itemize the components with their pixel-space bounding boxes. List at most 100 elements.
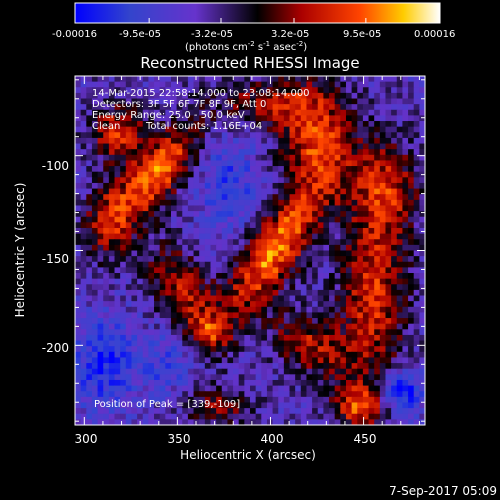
heatmap-cell — [345, 98, 353, 105]
heatmap-cell — [221, 295, 229, 302]
heatmap-cell — [283, 160, 291, 167]
heatmap-cell — [362, 284, 370, 291]
heatmap-cell — [137, 295, 144, 302]
heatmap-cell — [362, 160, 370, 167]
heatmap-cell — [396, 92, 404, 100]
heatmap-cell — [255, 408, 262, 415]
heatmap-cell — [159, 211, 166, 218]
heatmap-cell — [238, 284, 245, 291]
heatmap-cell — [103, 363, 110, 370]
heatmap-cell — [86, 205, 93, 212]
heatmap-cell — [97, 396, 104, 404]
heatmap-cell — [86, 104, 93, 111]
heatmap-cell — [255, 374, 262, 381]
heatmap-cell — [345, 368, 353, 375]
heatmap-cell — [289, 233, 296, 240]
heatmap-cell — [278, 211, 285, 218]
heatmap-cell — [193, 261, 200, 268]
heatmap-cell — [334, 227, 341, 235]
heatmap-cell — [391, 126, 398, 133]
heatmap-cell — [312, 244, 319, 252]
heatmap-cell — [334, 194, 341, 201]
heatmap-cell — [368, 278, 375, 285]
heatmap-cell — [312, 137, 319, 145]
heatmap-cell — [131, 413, 138, 420]
heatmap-cell — [312, 357, 319, 364]
heatmap-cell — [108, 284, 116, 291]
heatmap-cell — [86, 396, 93, 404]
heatmap-cell — [408, 306, 415, 314]
heatmap-cell — [408, 115, 415, 122]
heatmap-cell — [306, 250, 313, 257]
heatmap-cell — [289, 278, 296, 285]
heatmap-cell — [323, 363, 330, 370]
heatmap-cell — [272, 312, 279, 319]
heatmap-cell — [357, 211, 364, 218]
heatmap-cell — [266, 368, 274, 375]
heatmap-cell — [312, 143, 319, 150]
heatmap-cell — [329, 81, 336, 88]
heatmap-cell — [244, 396, 251, 404]
heatmap-cell — [300, 211, 308, 218]
heatmap-cell — [216, 239, 223, 246]
heatmap-cell — [368, 368, 375, 375]
heatmap-cell — [238, 188, 245, 195]
heatmap-cell — [80, 256, 87, 263]
heatmap-cell — [165, 351, 172, 359]
heatmap-cell — [91, 368, 99, 375]
heatmap-cell — [323, 357, 330, 364]
heatmap-cell — [170, 295, 178, 302]
heatmap-cell — [334, 250, 341, 257]
heatmap-cell — [204, 216, 212, 223]
heatmap-cell — [334, 87, 341, 94]
heatmap-cell — [391, 222, 398, 229]
heatmap-cell — [334, 340, 341, 347]
heatmap-cell — [374, 233, 381, 240]
heatmap-cell — [272, 385, 279, 392]
heatmap-cell — [323, 261, 330, 268]
heatmap-cell — [272, 121, 279, 128]
colorbar-tick-label: -3.2e-05 — [191, 29, 233, 40]
heatmap-cell — [306, 244, 313, 252]
heatmap-cell — [137, 334, 144, 342]
heatmap-cell — [233, 323, 240, 330]
heatmap-cell — [204, 318, 212, 325]
heatmap-cell — [120, 329, 127, 336]
heatmap-cell — [216, 267, 223, 274]
heatmap-cell — [357, 301, 364, 308]
heatmap-cell — [250, 278, 257, 285]
heatmap-cell — [114, 199, 121, 207]
heatmap-cell — [317, 211, 324, 218]
heatmap-cell — [159, 289, 166, 297]
heatmap-cell — [91, 323, 99, 330]
heatmap-cell — [170, 408, 178, 415]
heatmap-cell — [345, 284, 353, 291]
colorbar-tick-label: -0.00016 — [52, 29, 97, 40]
heatmap-cell — [75, 211, 82, 218]
heatmap-cell — [317, 222, 324, 229]
heatmap-cell — [266, 244, 274, 252]
heatmap-cell — [97, 109, 104, 116]
heatmap-cell — [368, 188, 375, 195]
heatmap-cell — [255, 323, 262, 330]
heatmap-cell — [266, 289, 274, 297]
heatmap-cell — [199, 419, 206, 425]
heatmap-cell — [419, 295, 425, 302]
heatmap-cell — [204, 233, 212, 240]
heatmap-cell — [75, 87, 82, 94]
heatmap-cell — [148, 408, 155, 415]
heatmap-cell — [362, 318, 370, 325]
heatmap-cell — [204, 368, 212, 375]
heatmap-cell — [137, 98, 144, 105]
heatmap-cell — [266, 194, 274, 201]
heatmap-cell — [103, 205, 110, 212]
heatmap-cell — [419, 402, 425, 409]
heatmap-cell — [159, 244, 166, 252]
heatmap-cell — [317, 312, 324, 319]
heatmap-cell — [137, 256, 144, 263]
heatmap-cell — [391, 250, 398, 257]
heatmap-cell — [272, 239, 279, 246]
heatmap-cell — [374, 143, 381, 150]
heatmap-cell — [204, 109, 212, 116]
heatmap-cell — [120, 239, 127, 246]
